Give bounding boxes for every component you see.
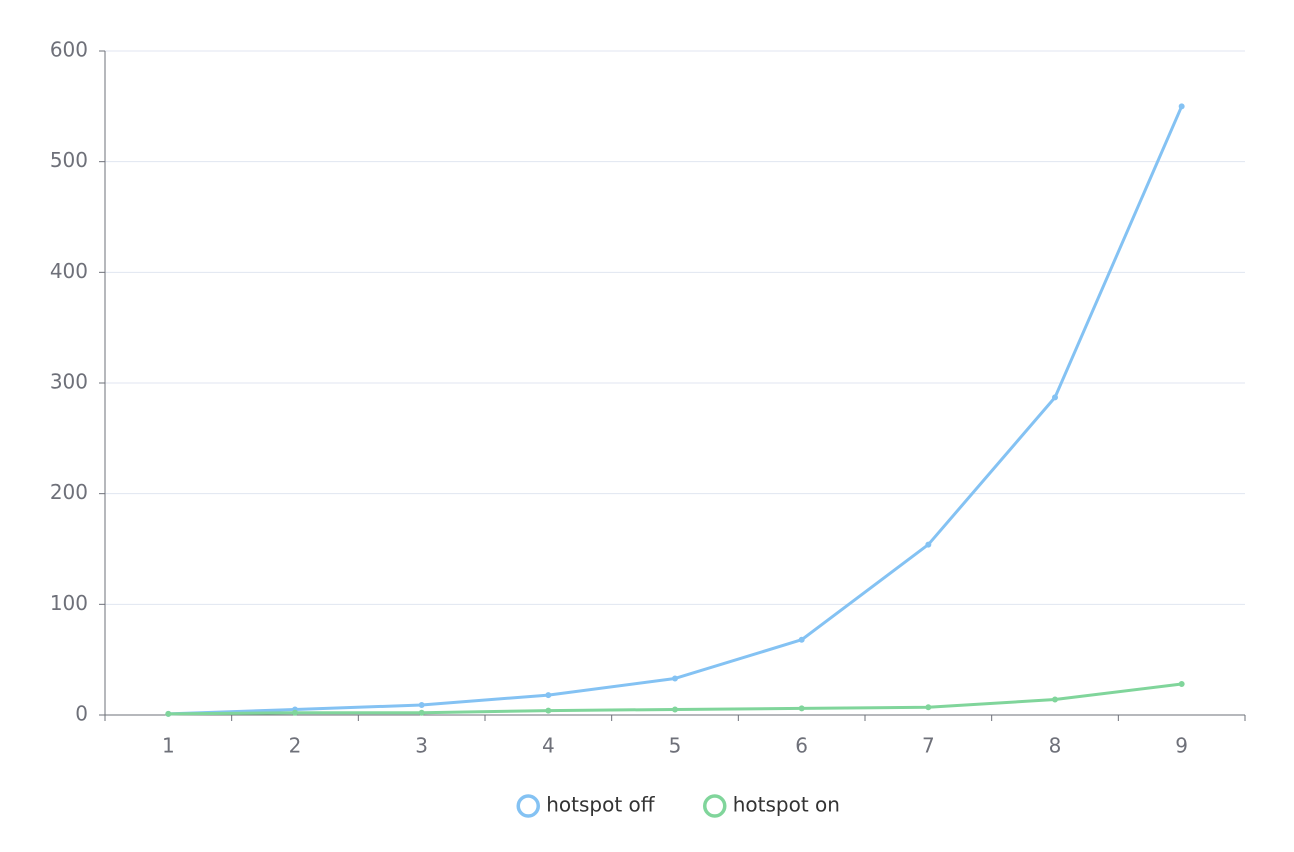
y-tick-label: 400 (50, 259, 88, 283)
x-tick-label: 7 (922, 734, 935, 758)
data-point (418, 709, 425, 716)
data-point (545, 707, 552, 714)
data-point (672, 706, 678, 713)
data-point (418, 702, 425, 709)
data-point (1052, 696, 1058, 703)
data-point (1178, 681, 1185, 688)
x-tick-label: 3 (415, 734, 428, 758)
y-tick-label: 300 (50, 370, 88, 394)
y-tick-label: 600 (50, 38, 88, 62)
legend-label[interactable]: hotspot off (546, 793, 656, 817)
x-tick-label: 8 (1049, 734, 1062, 758)
series-line (168, 105, 1184, 716)
y-tick-label: 0 (75, 702, 88, 726)
data-point (798, 705, 805, 712)
data-point (798, 636, 805, 643)
data-point (925, 704, 932, 711)
data-point (672, 675, 678, 682)
data-point (925, 541, 932, 548)
x-tick-label: 5 (669, 734, 682, 758)
legend-icon[interactable] (703, 794, 727, 818)
y-tick-label: 100 (50, 591, 88, 615)
x-tick-label: 9 (1175, 734, 1188, 758)
data-point (292, 709, 298, 716)
legend-label[interactable]: hotspot on (733, 793, 840, 817)
y-tick-label: 200 (50, 480, 88, 504)
x-tick-label: 4 (542, 734, 555, 758)
data-point (1052, 394, 1058, 401)
data-point (545, 692, 552, 699)
x-tick-label: 6 (795, 734, 808, 758)
legend-icon[interactable] (516, 794, 540, 818)
data-point (1178, 103, 1185, 110)
y-tick-label: 500 (50, 148, 88, 172)
data-point (165, 710, 172, 717)
x-tick-label: 2 (289, 734, 302, 758)
x-tick-label: 1 (162, 734, 175, 758)
